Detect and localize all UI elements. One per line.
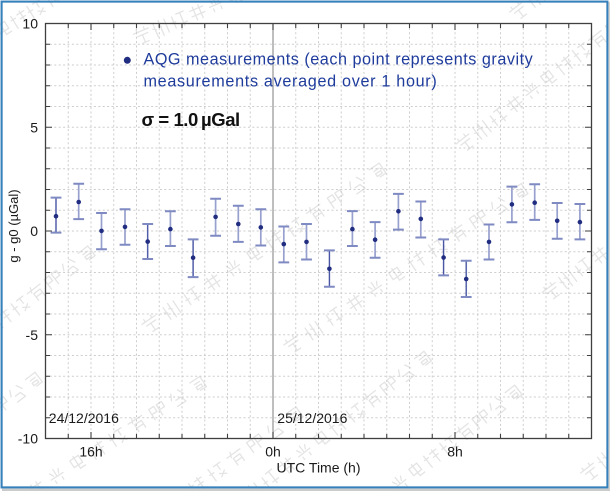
svg-text:0: 0 [30, 223, 38, 239]
svg-text:16h: 16h [79, 444, 102, 460]
svg-text:UTC Time (h): UTC Time (h) [277, 460, 361, 476]
svg-text:-10: -10 [18, 431, 38, 447]
svg-text:25/12/2016: 25/12/2016 [277, 410, 347, 426]
svg-text:σ = 1.0 µGal: σ = 1.0 µGal [142, 109, 240, 130]
svg-text:8h: 8h [447, 444, 463, 460]
svg-text:24/12/2016: 24/12/2016 [49, 410, 119, 426]
svg-text:5: 5 [30, 119, 38, 135]
svg-text:g - g0 (µGal): g - g0 (µGal) [6, 189, 21, 262]
svg-text:10: 10 [22, 16, 38, 32]
svg-text:AQG measurements (each point r: AQG measurements (each point represents … [144, 50, 534, 68]
svg-text:-5: -5 [26, 327, 39, 343]
svg-text:0h: 0h [265, 444, 281, 460]
svg-text:measurements averaged over 1 h: measurements averaged over 1 hour) [144, 72, 438, 90]
